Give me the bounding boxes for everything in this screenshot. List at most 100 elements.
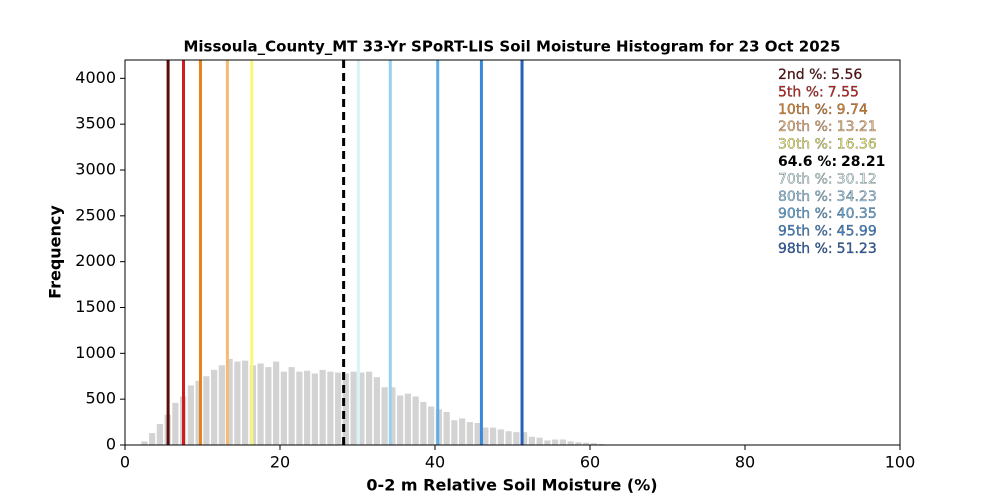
percentile-annotation: 30th %: 16.36 <box>778 137 877 153</box>
bar <box>389 387 396 445</box>
y-tick-label: 3500 <box>75 114 116 133</box>
percentile-annotation: 70th %: 30.12 <box>778 171 877 187</box>
bar <box>335 372 342 445</box>
bar <box>552 439 559 445</box>
percentile-label: 10th %: <box>778 102 833 118</box>
y-tick-label: 2000 <box>75 251 116 270</box>
bar <box>404 393 411 445</box>
plot-frame <box>124 59 901 446</box>
x-axis-label: 0-2 m Relative Soil Moisture (%) <box>366 476 657 495</box>
percentile-value: 7.55 <box>828 84 859 100</box>
y-tick-label: 500 <box>85 389 116 408</box>
y-tick-label: 1500 <box>75 297 116 316</box>
bar <box>141 441 148 445</box>
y-tick-label: 2500 <box>75 205 116 224</box>
bar <box>474 423 481 445</box>
bar <box>211 369 218 445</box>
bar <box>451 420 458 445</box>
percentile-value: 30.12 <box>837 171 877 187</box>
percentile-label: 98th %: <box>778 241 833 257</box>
bar <box>218 365 225 445</box>
bar <box>288 367 295 445</box>
bar <box>420 401 427 445</box>
bar <box>304 370 311 445</box>
percentile-value: 28.21 <box>841 154 885 170</box>
bar <box>342 373 349 445</box>
percentile-annotation: 90th %: 40.35 <box>778 206 877 222</box>
bar <box>265 367 272 445</box>
bar <box>443 412 450 445</box>
bar <box>242 360 249 445</box>
bar <box>559 439 566 445</box>
x-tick-label: 0 <box>120 453 130 472</box>
percentile-annotation: 95th %: 45.99 <box>778 224 877 240</box>
bar <box>327 371 334 445</box>
bar <box>226 358 233 445</box>
percentile-label: 2nd %: <box>778 67 827 83</box>
y-tick-label: 4000 <box>75 68 116 87</box>
bar <box>311 373 318 445</box>
percentile-annotation: 64.6 %: 28.21 <box>778 154 885 170</box>
bar <box>513 432 520 445</box>
bar <box>397 395 404 445</box>
percentile-annotation: 10th %: 9.74 <box>778 102 868 118</box>
bar <box>187 385 194 445</box>
y-tick-label: 1000 <box>75 343 116 362</box>
bar <box>536 437 543 445</box>
bar <box>381 387 388 445</box>
bar <box>373 377 380 445</box>
bar <box>257 363 264 445</box>
percentile-label: 5th %: <box>778 84 824 100</box>
bar <box>172 402 179 445</box>
bar <box>156 423 163 445</box>
percentile-label: 80th %: <box>778 189 833 205</box>
x-tick-label: 20 <box>270 453 290 472</box>
percentile-value: 45.99 <box>837 224 877 240</box>
bar <box>203 376 210 445</box>
percentile-value: 40.35 <box>837 206 877 222</box>
bar <box>280 371 287 445</box>
bar <box>319 369 326 445</box>
bar <box>358 372 365 445</box>
percentile-label: 70th %: <box>778 171 833 187</box>
x-tick-label: 100 <box>885 453 916 472</box>
y-axis-label: Frequency <box>46 205 65 299</box>
bar <box>567 441 574 445</box>
percentile-label: 90th %: <box>778 206 833 222</box>
bar <box>296 371 303 445</box>
bar <box>575 442 582 445</box>
bar <box>490 427 497 445</box>
percentile-annotation: 20th %: 13.21 <box>778 119 877 135</box>
x-tick-label: 80 <box>735 453 755 472</box>
bar <box>528 436 535 445</box>
bar <box>273 361 280 445</box>
percentile-label: 30th %: <box>778 137 833 153</box>
bar <box>466 422 473 445</box>
y-tick-label: 3000 <box>75 160 116 179</box>
bar <box>497 429 504 445</box>
bar <box>412 396 419 445</box>
bar <box>428 406 435 445</box>
y-tick-label: 0 <box>106 435 116 454</box>
bar <box>366 371 373 445</box>
bar <box>234 361 241 445</box>
percentile-value: 51.23 <box>837 241 877 257</box>
bar <box>521 432 528 445</box>
percentile-annotation: 5th %: 7.55 <box>778 84 859 100</box>
bar <box>459 418 466 445</box>
percentile-label: 64.6 %: <box>778 154 837 170</box>
percentile-label: 95th %: <box>778 224 833 240</box>
percentile-value: 9.74 <box>837 102 868 118</box>
percentile-annotation: 98th %: 51.23 <box>778 241 877 257</box>
x-tick-label: 60 <box>580 453 600 472</box>
percentile-annotation: 2nd %: 5.56 <box>778 67 862 83</box>
percentile-value: 16.36 <box>837 137 877 153</box>
x-tick-label: 40 <box>425 453 445 472</box>
bar <box>583 442 590 445</box>
bar <box>149 433 156 445</box>
bar <box>544 440 551 445</box>
bar <box>505 431 512 445</box>
percentile-value: 34.23 <box>837 189 877 205</box>
bar <box>482 427 489 445</box>
